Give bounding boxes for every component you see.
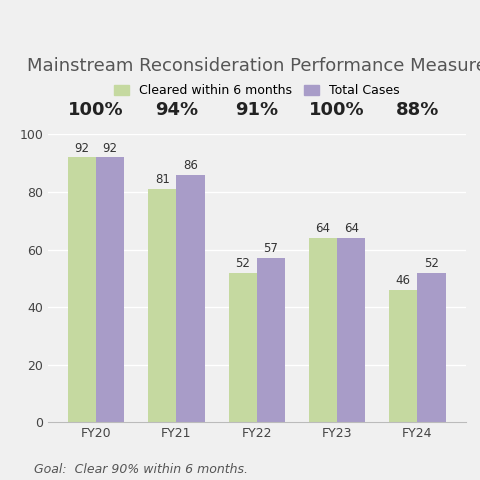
Title: Mainstream Reconsideration Performance Measure: Mainstream Reconsideration Performance M… [27, 57, 480, 74]
Text: 88%: 88% [396, 101, 439, 119]
Text: 64: 64 [315, 222, 331, 235]
Text: 92: 92 [103, 142, 118, 155]
Bar [418, 273, 445, 422]
Text: 64: 64 [344, 222, 359, 235]
Text: 57: 57 [264, 242, 278, 255]
Legend: Cleared within 6 months, Total Cases: Cleared within 6 months, Total Cases [114, 84, 400, 97]
Bar [228, 273, 257, 422]
Text: 46: 46 [396, 274, 411, 287]
Bar [389, 290, 418, 422]
Text: 91%: 91% [235, 101, 278, 119]
Text: 86: 86 [183, 159, 198, 172]
Text: 92: 92 [74, 142, 90, 155]
Bar [309, 238, 337, 422]
Text: 52: 52 [235, 257, 250, 270]
Text: 94%: 94% [155, 101, 198, 119]
Bar [68, 157, 96, 422]
Text: 52: 52 [424, 257, 439, 270]
Bar [337, 238, 365, 422]
Bar [177, 175, 204, 422]
Bar [96, 157, 124, 422]
Text: 81: 81 [155, 173, 170, 186]
Text: 100%: 100% [309, 101, 365, 119]
Bar [257, 258, 285, 422]
Text: Goal:  Clear 90% within 6 months.: Goal: Clear 90% within 6 months. [34, 463, 248, 476]
Bar [148, 189, 177, 422]
Text: 100%: 100% [68, 101, 124, 119]
